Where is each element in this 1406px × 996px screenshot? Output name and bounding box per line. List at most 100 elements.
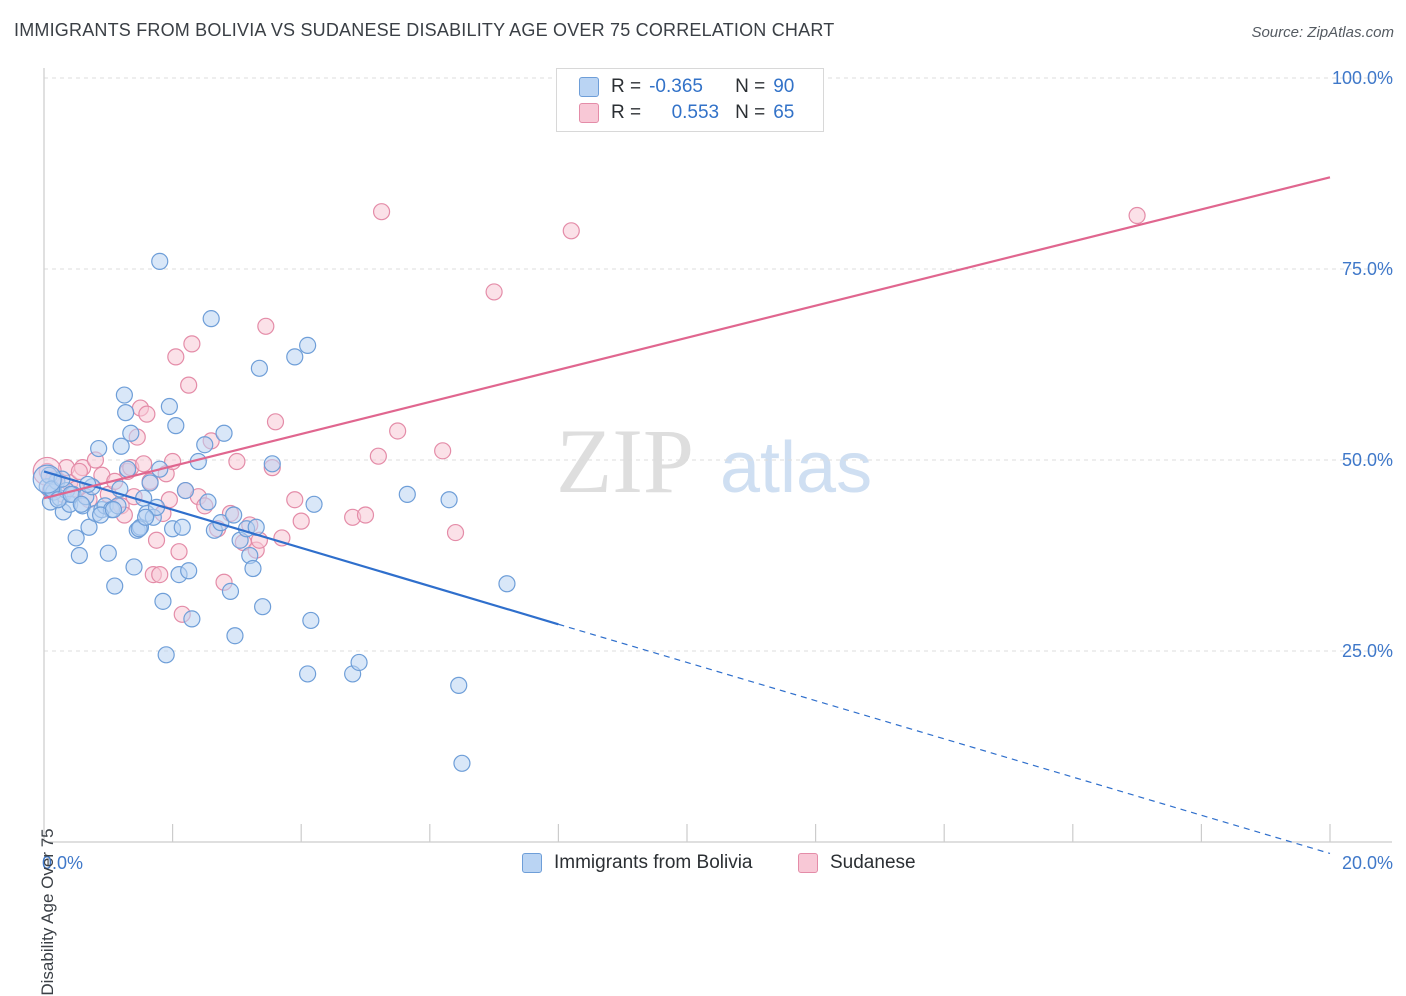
pink-swatch bbox=[579, 103, 599, 123]
bolivia-point bbox=[202, 310, 220, 328]
sudanese-point bbox=[167, 348, 185, 366]
r-label: R = bbox=[611, 102, 642, 123]
zipatlas-watermark: ZIP atlas bbox=[556, 410, 872, 512]
bolivia-point bbox=[117, 404, 135, 422]
bolivia-trend-extension bbox=[558, 623, 1331, 855]
bolivia-point-cluster bbox=[32, 464, 62, 494]
y-tick-label: 75.0% bbox=[1342, 259, 1393, 279]
x-tick-label: 20.0% bbox=[1342, 853, 1393, 873]
bolivia-point bbox=[440, 491, 458, 509]
sudanese-point bbox=[147, 531, 166, 549]
bolivia-point bbox=[72, 495, 90, 513]
bolivia-point bbox=[498, 575, 516, 593]
sudanese-point bbox=[389, 422, 407, 440]
blue-swatch bbox=[522, 853, 542, 873]
sudanese-point bbox=[356, 506, 375, 524]
bolivia-point bbox=[160, 397, 178, 416]
axes bbox=[43, 68, 1392, 843]
bolivia-point bbox=[225, 506, 243, 524]
bolivia-points bbox=[32, 252, 516, 772]
bolivia-point bbox=[183, 610, 201, 628]
y-tick-label: 50.0% bbox=[1342, 450, 1393, 470]
sudanese-point bbox=[180, 376, 198, 394]
source-label: Source: ZipAtlas.com bbox=[1251, 24, 1394, 41]
bolivia-point bbox=[199, 493, 217, 511]
sudanese-point bbox=[292, 512, 310, 530]
sudanese-point bbox=[369, 447, 387, 465]
series-legend: Immigrants from Bolivia Sudanese bbox=[0, 852, 1406, 878]
bolivia-point bbox=[141, 474, 159, 492]
sudanese-point bbox=[372, 203, 391, 221]
bolivia-point bbox=[154, 592, 172, 610]
bolivia-point bbox=[122, 424, 140, 442]
sudanese-point bbox=[434, 442, 452, 460]
bolivia-point bbox=[196, 436, 214, 454]
sudanese-point bbox=[266, 413, 285, 431]
bolivia-point bbox=[115, 386, 133, 404]
legend-row-sudanese: R = 0.553 N = 65 bbox=[579, 101, 794, 125]
sudanese-point bbox=[286, 491, 304, 509]
bolivia-point bbox=[302, 611, 320, 630]
bolivia-point bbox=[118, 460, 137, 478]
sudanese-point bbox=[257, 317, 275, 335]
bolivia-point bbox=[226, 627, 244, 645]
bolivia-point bbox=[125, 558, 143, 576]
pink-swatch bbox=[798, 853, 818, 873]
bolivia-point bbox=[453, 754, 471, 772]
r-label: R = bbox=[611, 76, 642, 97]
bolivia-point bbox=[90, 439, 108, 458]
bolivia-point bbox=[106, 577, 124, 595]
sudanese-point bbox=[562, 222, 580, 240]
bolivia-point bbox=[450, 676, 468, 694]
bolivia-point bbox=[180, 562, 198, 580]
sudanese-point bbox=[70, 462, 88, 481]
n-value-sudanese: 65 bbox=[773, 102, 795, 123]
bolivia-point bbox=[254, 598, 272, 616]
bolivia-point bbox=[350, 653, 368, 672]
sudanese-trend-line bbox=[43, 176, 1331, 500]
bolivia-point bbox=[263, 455, 281, 473]
r-value-sudanese: 0.553 bbox=[671, 102, 720, 123]
watermark-atlas: atlas bbox=[720, 428, 872, 508]
bolivia-point bbox=[99, 544, 117, 562]
bolivia-point bbox=[244, 559, 262, 578]
bolivia-point bbox=[157, 646, 175, 664]
tick-labels: 100.0% 75.0% 50.0% 25.0% 0.0% 20.0% bbox=[42, 68, 1393, 873]
bolivia-point bbox=[286, 348, 304, 366]
sudanese-point bbox=[446, 523, 465, 542]
legend-label-sudanese: Sudanese bbox=[830, 852, 916, 873]
bolivia-point bbox=[104, 501, 123, 519]
sudanese-point bbox=[170, 543, 188, 561]
sudanese-point bbox=[485, 283, 503, 301]
n-label: N = bbox=[735, 76, 766, 97]
sudanese-point bbox=[135, 455, 153, 473]
bolivia-point bbox=[250, 359, 269, 377]
bolivia-point bbox=[112, 437, 130, 455]
bolivia-point bbox=[167, 417, 185, 435]
bolivia-point bbox=[215, 424, 233, 442]
y-tick-label: 100.0% bbox=[1332, 68, 1393, 88]
n-label: N = bbox=[735, 102, 766, 123]
sudanese-point bbox=[228, 452, 246, 471]
watermark-zip: ZIP bbox=[556, 410, 694, 512]
bolivia-point bbox=[299, 665, 317, 683]
bolivia-point bbox=[299, 336, 317, 354]
y-tick-label: 25.0% bbox=[1342, 641, 1393, 661]
trend-lines bbox=[43, 176, 1331, 855]
sudanese-point bbox=[183, 335, 201, 353]
x-tick-label: 0.0% bbox=[42, 853, 83, 873]
bolivia-trend-line bbox=[43, 470, 559, 626]
bolivia-point bbox=[398, 485, 416, 503]
n-value-bolivia: 90 bbox=[773, 76, 795, 97]
bolivia-point bbox=[70, 546, 88, 565]
bolivia-point bbox=[136, 508, 155, 526]
bolivia-point bbox=[67, 529, 85, 547]
legend-item-sudanese: Sudanese bbox=[798, 852, 916, 874]
legend-item-bolivia: Immigrants from Bolivia bbox=[522, 852, 753, 874]
legend-row-bolivia: R = -0.365 N = 90 bbox=[579, 75, 794, 99]
chart-title: IMMIGRANTS FROM BOLIVIA VS SUDANESE DISA… bbox=[14, 20, 835, 40]
legend-label-bolivia: Immigrants from Bolivia bbox=[554, 852, 753, 873]
bolivia-point bbox=[305, 495, 323, 513]
bolivia-point bbox=[151, 252, 169, 270]
bolivia-point bbox=[80, 518, 98, 536]
